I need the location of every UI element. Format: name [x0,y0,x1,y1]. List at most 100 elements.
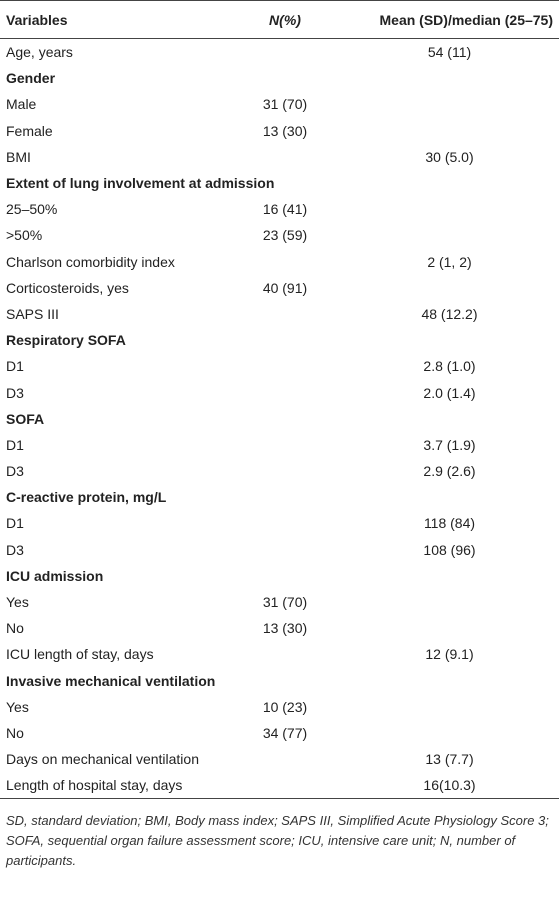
table-cell [230,249,340,275]
table-row: Male 31 (70) [0,91,559,117]
table-cell: 16(10.3) [340,772,559,800]
table-row: D3 108 (96) [0,537,559,563]
section-heading: Invasive mechanical ventilation [6,672,216,689]
table-cell [230,537,340,563]
table-row: D1 2.8 (1.0) [0,353,559,379]
table-cell [340,694,559,720]
table-cell: Days on mechanical ventilation [6,751,199,768]
table-cell [340,91,559,117]
table-cell: Female [6,122,53,139]
table-cell [230,353,340,379]
table-row: Length of hospital stay, days 16(10.3) [0,772,559,800]
table-cell: 31 (70) [262,96,308,113]
table-row: Invasive mechanical ventilation [0,668,559,694]
table-cell: 13 (7.7) [425,751,474,768]
table-cell: 2.0 (1.4) [423,384,476,401]
table-row: BMI 30 (5.0) [0,144,559,170]
table-row: Yes 31 (70) [0,589,559,615]
table-row: Extent of lung involvement at admission [0,170,559,196]
table-cell: 16 (41) [262,201,308,218]
table-row: Age, years 54 (11) [0,39,559,66]
table-row: SAPS III 48 (12.2) [0,301,559,327]
footnote: SD, standard deviation; BMI, Body mass i… [6,813,549,869]
table-cell: >50% [6,227,43,244]
table-cell [230,379,340,405]
table-row: D1 3.7 (1.9) [0,432,559,458]
table-cell: Length of hospital stay, days [0,772,230,800]
table-cell [230,39,340,66]
table-cell: Corticosteroids, yes [6,279,129,296]
table-cell: Male [6,96,37,113]
table-cell [230,510,340,536]
table-cell [340,589,559,615]
table-cell: 13 (30) [262,620,308,637]
section-heading: ICU admission [6,567,104,584]
table-row: D3 2.9 (2.6) [0,458,559,484]
table-cell: SAPS III [6,305,59,322]
table-row: No 13 (30) [0,615,559,641]
table-cell: 10 (23) [262,698,308,715]
table-cell: No [6,620,24,637]
header-row: Variables N(%) Mean (SD)/median (25–75) [0,0,559,39]
table-cell: 23 (59) [262,227,308,244]
table-cell: D1 [6,436,24,453]
table-cell: 2 (1, 2) [427,253,472,270]
table-cell: 118 (84) [423,515,476,532]
table-cell: 40 (91) [262,279,308,296]
table-row: C-reactive protein, mg/L [0,484,559,510]
table-cell [340,196,559,222]
table-row: D1 118 (84) [0,510,559,536]
header-cell: N(%) [230,0,340,39]
table-cell [340,720,559,746]
section-heading: Respiratory SOFA [6,332,126,349]
header-cell: Mean (SD)/median (25–75) [340,0,559,39]
table-cell: D3 [6,463,24,480]
table-row: D3 2.0 (1.4) [0,379,559,405]
table-cell: 12 (9.1) [425,646,474,663]
table-row: Corticosteroids, yes 40 (91) [0,275,559,301]
section-heading: Gender [6,70,56,87]
table-row: >50% 23 (59) [0,222,559,248]
section-heading: SOFA [6,410,45,427]
table-cell: Yes [6,594,29,611]
table-cell [230,772,340,800]
table-cell: 54 (11) [427,44,472,61]
table-row: Respiratory SOFA [0,327,559,353]
section-heading: C-reactive protein, mg/L [6,489,167,506]
table-row: No 34 (77) [0,720,559,746]
table-row: Female 13 (30) [0,118,559,144]
table-cell: 31 (70) [262,594,308,611]
table-cell [340,275,559,301]
table-cell: 3.7 (1.9) [423,436,476,453]
table-cell: Charlson comorbidity index [6,253,175,270]
table-cell [230,641,340,667]
header-cell: Variables [0,0,230,39]
table-cell: No [6,724,24,741]
table-cell: D1 [6,358,24,375]
section-heading: Extent of lung involvement at admission [6,175,275,192]
table-cell [230,144,340,170]
table-cell: 30 (5.0) [425,148,474,165]
table-cell: BMI [6,148,31,165]
table-cell: 2.9 (2.6) [423,463,476,480]
data-table: Variables N(%) Mean (SD)/median (25–75) Ag… [0,0,559,800]
table-row: ICU length of stay, days 12 (9.1) [0,641,559,667]
table-cell: 34 (77) [262,724,308,741]
table-cell [230,746,340,772]
table-cell: 25–50% [6,201,58,218]
table-row: Gender [0,65,559,91]
table-cell: ICU length of stay, days [6,646,154,663]
table-cell [230,301,340,327]
table-row: ICU admission [0,563,559,589]
table-row: Days on mechanical ventilation 13 (7.7) [0,746,559,772]
table-cell: Yes [6,698,29,715]
table-cell: D3 [6,384,24,401]
table-cell: 2.8 (1.0) [423,358,476,375]
table-cell: 48 (12.2) [421,305,478,322]
table-row: Charlson comorbidity index 2 (1, 2) [0,249,559,275]
table-cell: Age, years [6,44,73,61]
table-cell: D3 [6,541,24,558]
table-row: 25–50% 16 (41) [0,196,559,222]
table-cell [230,458,340,484]
